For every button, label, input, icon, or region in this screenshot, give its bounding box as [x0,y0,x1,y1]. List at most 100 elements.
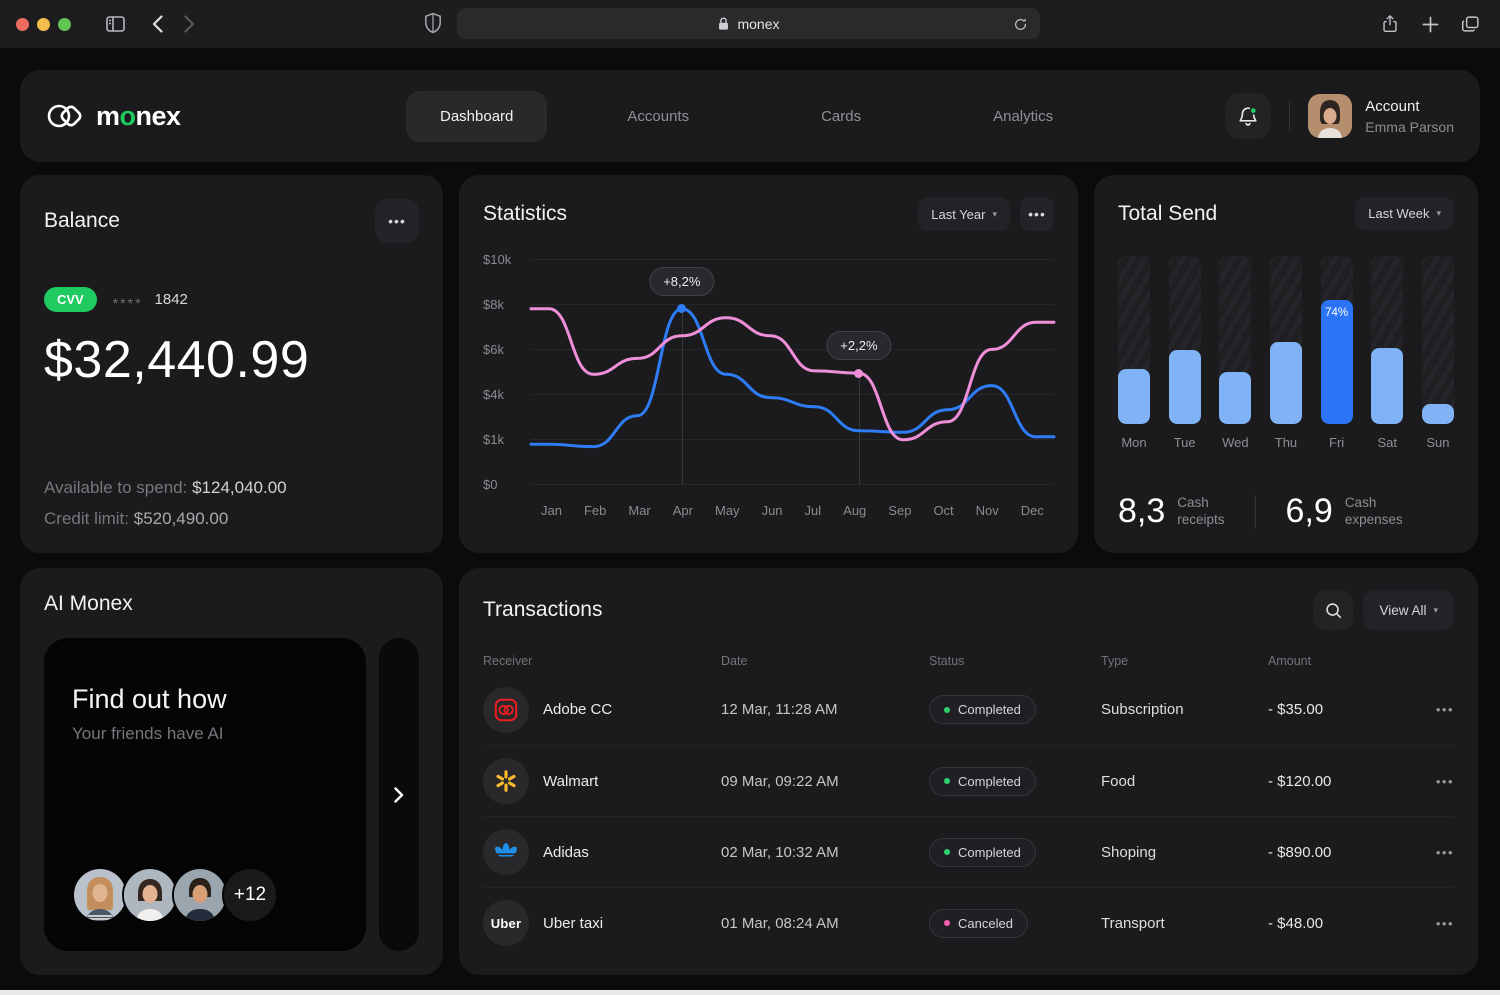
bar-column: Tue [1168,256,1201,450]
account-name: Emma Parson [1365,118,1454,135]
table-row[interactable]: Uber Uber taxi 01 Mar, 08:24 AM Canceled… [483,887,1454,958]
bar-label: Wed [1222,435,1249,450]
x-axis-label: Apr [672,503,693,518]
row-more-button[interactable]: ••• [1418,702,1454,717]
cvv-badge[interactable]: CVV [44,287,97,312]
y-axis-label: $0 [483,477,498,493]
status-badge: Completed [929,837,1036,867]
row-more-button[interactable]: ••• [1418,916,1454,931]
ai-promo-card[interactable]: Find out how Your friends have AI +12 [44,638,366,951]
brand-logo[interactable]: monex [46,101,406,132]
statistics-card: Statistics Last Year ▾ ••• $10k $8k $6k $… [459,175,1078,553]
transaction-type: Transport [1101,914,1165,932]
close-window-button[interactable] [16,17,29,31]
transaction-type: Food [1101,772,1136,790]
available-label: Available to spend: [44,478,188,497]
transaction-amount: - $48.00 [1268,914,1324,932]
table-row[interactable]: Walmart 09 Mar, 09:22 AM Completed Food … [483,745,1454,816]
back-icon[interactable] [141,8,173,40]
forward-icon[interactable] [173,8,205,40]
brand-wordmark: monex [96,100,181,131]
bar-column: Wed [1219,256,1252,450]
reload-icon[interactable] [1008,12,1032,36]
transaction-amount: - $35.00 [1268,701,1324,718]
bar-track [1219,256,1252,424]
lock-icon [719,17,729,30]
card-number-masked: **** [112,294,143,311]
tab-accounts[interactable]: Accounts [593,91,723,142]
bar-label: Mon [1121,435,1147,450]
series-pink-line [529,307,1056,442]
bar-fill [1118,368,1150,424]
tab-cards[interactable]: Cards [787,91,895,142]
bar-label: Sat [1377,435,1398,450]
chevron-down-icon: ▾ [1436,208,1441,218]
row-more-button[interactable]: ••• [1418,774,1454,789]
account-menu[interactable]: Account Emma Parson [1308,94,1454,138]
x-axis-label: Oct [933,503,954,518]
search-button[interactable] [1313,590,1354,630]
column-header: Status [929,654,965,668]
chevron-down-icon: ▾ [992,208,997,219]
bar-column: Thu [1269,256,1302,450]
ai-monex-card: AI Monex Find out how Your friends have … [20,568,443,975]
bar-fill [1421,403,1454,424]
bar-column: Mon [1118,256,1150,450]
cash-receipts-value: 8,3 [1118,492,1166,530]
bar-fill [1219,371,1252,424]
promo-headline: Find out how [72,684,227,714]
x-axis-label: Jul [804,503,822,518]
column-header: Date [721,654,748,668]
browser-chrome: monex [0,0,1500,48]
transaction-amount: - $120.00 [1268,772,1332,790]
bar-fill-highlight: 74% [1320,299,1353,424]
bar-label: Thu [1274,435,1298,450]
bar-track [1168,256,1201,424]
table-row[interactable]: Adidas 02 Mar, 10:32 AM Completed Shopin… [483,816,1454,887]
ai-next-button[interactable] [379,638,419,951]
bar-track [1371,256,1404,424]
sidebar-toggle-icon[interactable] [99,8,131,40]
y-axis-label: $8k [483,296,504,312]
privacy-shield-icon[interactable] [424,12,442,39]
adobe-cc-logo-icon [483,686,529,733]
bar-label: Fri [1329,435,1345,450]
notifications-button[interactable] [1225,93,1272,139]
column-header: Type [1101,654,1129,668]
total-send-range-select[interactable]: Last Week ▾ [1355,197,1454,230]
statistics-range-select[interactable]: Last Year ▾ [918,197,1010,231]
main-navigation: Dashboard Accounts Cards Analytics [406,90,1225,142]
receiver-name: Adobe CC [543,701,613,718]
row-more-button[interactable]: ••• [1418,845,1454,860]
share-icon[interactable] [1374,8,1406,40]
minimize-window-button[interactable] [37,17,50,31]
chart-annotation-badge: +2,2% [826,331,892,361]
data-point-marker [854,368,864,378]
new-tab-icon[interactable] [1414,8,1446,40]
tab-dashboard[interactable]: Dashboard [406,90,548,142]
balance-title: Balance [44,209,120,232]
transactions-title: Transactions [483,598,603,621]
tab-overview-icon[interactable] [1454,8,1486,40]
transaction-type: Shoping [1101,843,1157,861]
annotation-guide-line [681,308,683,485]
statistics-more-button[interactable]: ••• [1020,197,1054,231]
bar-label: Tue [1173,435,1196,450]
zoom-window-button[interactable] [58,17,71,31]
chart-annotation-badge: +8,2% [649,266,715,296]
table-row[interactable]: Adobe CC 12 Mar, 11:28 AM Completed Subs… [483,674,1454,745]
promo-subtitle: Your friends have AI [72,724,224,743]
view-all-select[interactable]: View All ▾ [1363,590,1454,630]
balance-more-button[interactable]: ••• [375,199,419,243]
app-header: monex Dashboard Accounts Cards Analytics [20,70,1480,162]
more-friends-count[interactable]: +12 [222,867,278,923]
avatar [172,867,228,923]
tab-analytics[interactable]: Analytics [959,91,1087,142]
status-dot [944,706,950,713]
y-axis-label: $6k [483,341,504,357]
cash-receipts-label: Cash receipts [1177,494,1225,527]
search-icon [1326,602,1342,618]
x-axis-label: Jun [761,503,783,518]
address-bar[interactable]: monex [457,8,1040,39]
receiver-name: Walmart [543,772,599,790]
